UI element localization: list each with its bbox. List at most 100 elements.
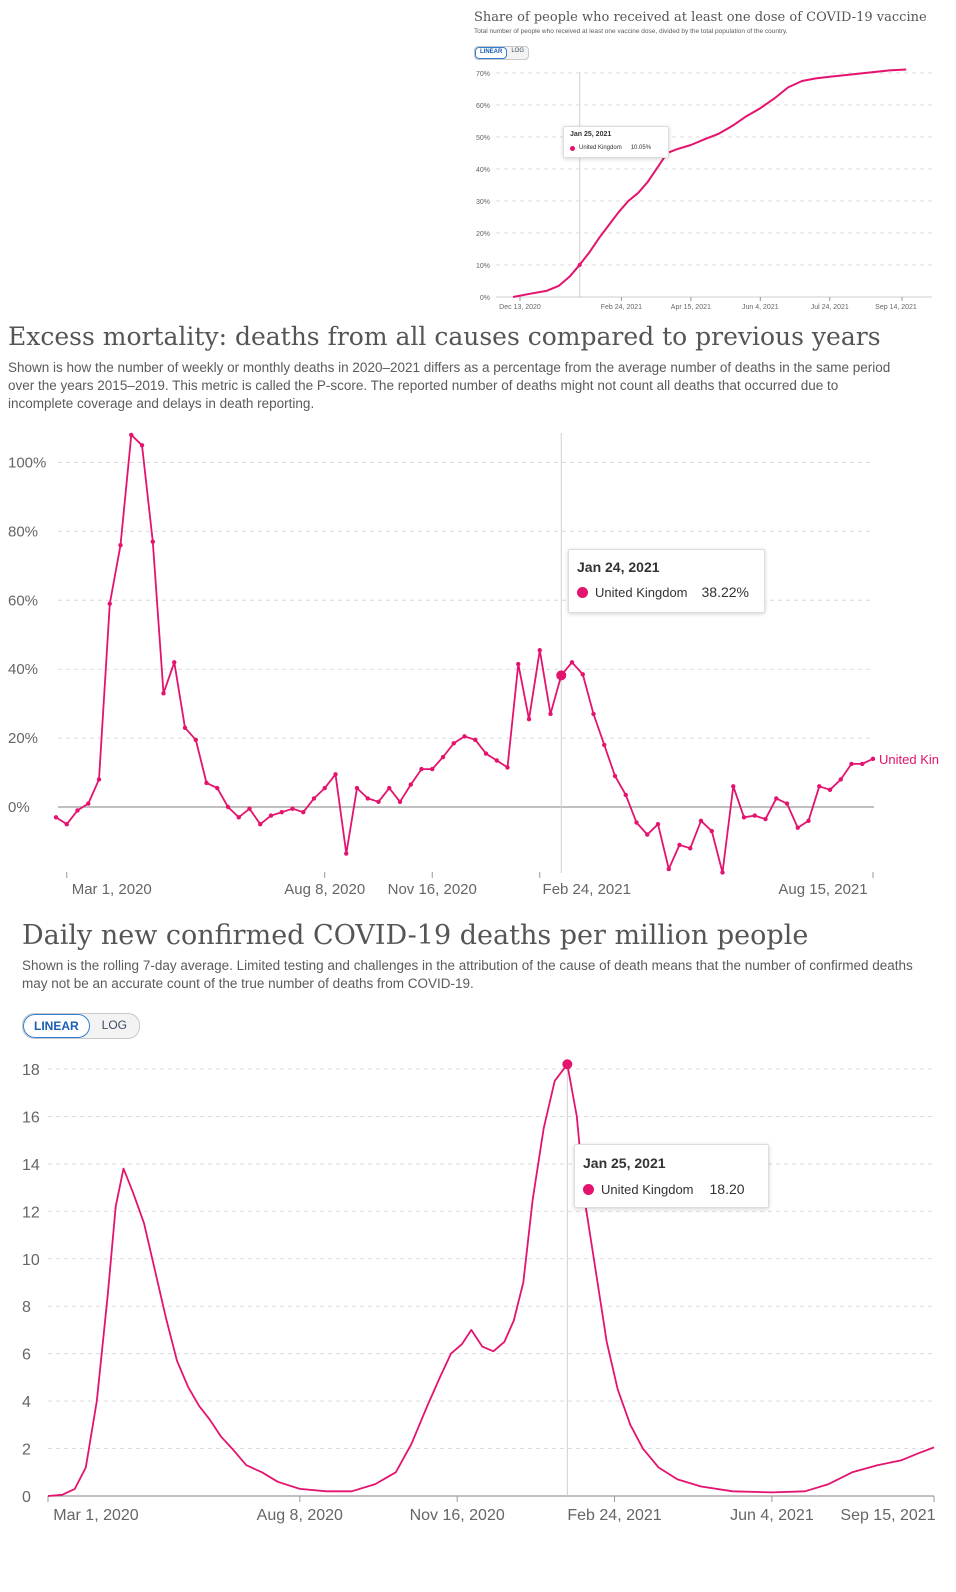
data-point (827, 787, 833, 792)
chart3-log-button[interactable]: LOG (101, 1018, 128, 1032)
x-tick-label: Jul 24, 2021 (811, 304, 849, 311)
chart2-tooltip-value: 38.22% (701, 584, 749, 600)
data-point (677, 842, 682, 848)
data-point (655, 822, 661, 827)
chart1-tooltip-value: 10.05% (630, 145, 652, 151)
data-point (430, 766, 435, 772)
data-point (301, 809, 306, 815)
chart3-tooltip-label: United Kingdom (601, 1181, 694, 1197)
data-point (569, 660, 575, 665)
series-end-label: United Kin (879, 752, 939, 767)
data-point (311, 796, 317, 801)
data-point (806, 818, 811, 823)
data-point (666, 866, 671, 872)
y-tick-label: 0% (480, 295, 490, 302)
y-tick-label: 80% (8, 523, 38, 540)
data-point (139, 443, 145, 448)
data-point (322, 785, 327, 791)
x-tick-label: Jun 4, 2021 (742, 304, 779, 311)
chart3-tooltip: Jan 25, 2021 United Kingdom 18.20 (574, 1144, 769, 1208)
data-point (709, 828, 714, 834)
y-tick-label: 0 (22, 1489, 31, 1506)
data-point (268, 813, 274, 818)
y-tick-label: 16 (22, 1109, 40, 1126)
chart1-tooltip-label: United Kingdom (579, 145, 622, 151)
data-point (53, 815, 59, 820)
x-tick-label: Aug 8, 2020 (257, 1507, 343, 1524)
series-line-united-kingdom (47, 1063, 935, 1497)
data-point (96, 777, 102, 782)
data-point (150, 539, 155, 544)
data-point (75, 808, 80, 813)
chart1-tooltip-dot (570, 145, 575, 151)
data-point (344, 851, 349, 856)
x-tick-label: Sep 14, 2021 (875, 304, 917, 311)
data-point (333, 772, 338, 777)
data-point (172, 660, 177, 665)
data-point (290, 806, 295, 811)
chart1-title: Share of people who received at least on… (474, 10, 927, 25)
data-point (741, 815, 747, 820)
y-tick-label: 10 (22, 1252, 40, 1269)
data-point (408, 782, 413, 787)
data-point (376, 799, 381, 805)
data-point (634, 820, 639, 825)
data-point (623, 792, 628, 798)
data-point (387, 785, 392, 791)
data-point (354, 785, 360, 791)
y-tick-label: 60% (8, 592, 38, 609)
x-tick-label: Aug 15, 2021 (778, 881, 867, 898)
data-point (580, 672, 585, 677)
x-tick-label: Feb 24, 2021 (543, 881, 631, 898)
data-point (849, 761, 854, 767)
x-tick-label: Nov 16, 2020 (388, 881, 477, 898)
chart3-tooltip-date: Jan 25, 2021 (583, 1155, 666, 1171)
chart1-tooltip: Jan 25, 2021 United Kingdom 10.05% (563, 126, 669, 158)
data-point (440, 754, 446, 760)
data-point (795, 825, 800, 830)
y-tick-label: 40% (476, 167, 490, 174)
data-point (817, 784, 822, 789)
data-point (602, 742, 607, 748)
data-point (279, 809, 284, 815)
chart1-log-button[interactable]: LOG (511, 48, 525, 54)
data-point (870, 756, 876, 761)
data-point (591, 711, 596, 717)
chart2-tooltip-dot (577, 586, 588, 598)
chart2-tooltip-date: Jan 24, 2021 (577, 559, 660, 575)
y-tick-label: 12 (22, 1204, 40, 1221)
data-point (161, 691, 166, 696)
hover-point (577, 262, 582, 267)
data-point (365, 796, 370, 801)
y-tick-label: 60% (476, 103, 490, 110)
y-tick-label: 2 (22, 1442, 31, 1459)
chart2-tooltip-row: United Kingdom 38.22% (577, 584, 749, 600)
y-tick-label: 70% (476, 71, 490, 78)
data-point (774, 796, 779, 801)
chart3-scale-toggle: LINEAR LOG (22, 1013, 141, 1039)
x-tick-label: Apr 15, 2021 (671, 304, 711, 311)
data-point (526, 716, 532, 722)
data-point (129, 432, 134, 438)
chart1-subtitle: Total number of people who received at l… (474, 28, 788, 35)
y-tick-label: 6 (22, 1347, 31, 1364)
data-point (182, 725, 188, 730)
chart3-tooltip-dot (583, 1183, 594, 1195)
y-tick-label: 8 (22, 1299, 31, 1316)
data-point (473, 737, 478, 743)
data-point (516, 661, 521, 667)
data-point (397, 799, 403, 805)
chart2-plot: 0% 20% 40% 60% 80% 100% Mar 1, 2020 Aug 8, 2020… (8, 432, 939, 898)
chart1-linear-button[interactable]: LINEAR (475, 47, 508, 59)
data-point (247, 806, 252, 811)
data-point (225, 804, 231, 810)
y-tick-label: 50% (476, 135, 490, 142)
data-point (494, 758, 499, 763)
chart3-linear-button[interactable]: LINEAR (23, 1014, 90, 1038)
x-tick-label: Feb 24, 2021 (601, 304, 642, 311)
y-tick-label: 0% (8, 799, 30, 816)
data-point (763, 816, 768, 822)
x-tick-label: Sep 15, 2021 (840, 1507, 935, 1524)
x-tick-label: Jun 4, 2021 (730, 1507, 814, 1524)
x-tick-label: Aug 8, 2020 (284, 881, 365, 898)
